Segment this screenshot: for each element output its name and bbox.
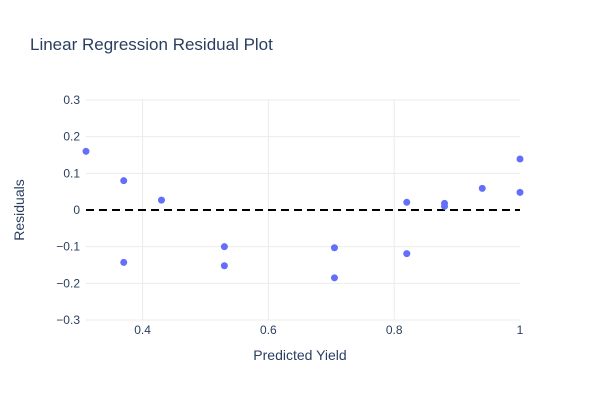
residual-point (403, 198, 411, 206)
residual-point (403, 250, 411, 258)
y-tick-label: 0 (73, 203, 80, 217)
points-layer (82, 147, 524, 282)
y-tick-label: −0.2 (56, 276, 80, 290)
y-axis-ticks: 0.3 0.2 0.1 0 −0.1 −0.2 −0.3 (56, 93, 80, 327)
y-tick-label: −0.3 (56, 313, 80, 327)
residual-point (516, 188, 524, 196)
residual-point (478, 184, 486, 192)
residual-point (120, 177, 128, 185)
residual-point (330, 244, 338, 252)
residual-point (441, 202, 449, 210)
residual-point (220, 243, 228, 251)
y-tick-label: 0.2 (63, 130, 80, 144)
grid-layer (86, 99, 520, 321)
x-tick-label: 1 (517, 323, 524, 337)
y-tick-label: 0.3 (63, 93, 80, 107)
residual-point (82, 147, 90, 155)
residual-point (120, 258, 128, 266)
residual-point (220, 262, 228, 270)
chart-title: Linear Regression Residual Plot (30, 35, 273, 54)
x-tick-label: 0.6 (260, 323, 277, 337)
y-axis-label: Residuals (11, 179, 27, 240)
x-tick-label: 0.4 (134, 323, 151, 337)
x-tick-label: 0.8 (386, 323, 403, 337)
residual-point (157, 196, 165, 204)
residual-point (516, 155, 524, 163)
x-axis-ticks: 0.4 0.6 0.8 1 (134, 323, 523, 337)
x-axis-label: Predicted Yield (253, 347, 346, 363)
y-tick-label: 0.1 (63, 166, 80, 180)
y-tick-label: −0.1 (56, 240, 80, 254)
residual-point (330, 274, 338, 282)
